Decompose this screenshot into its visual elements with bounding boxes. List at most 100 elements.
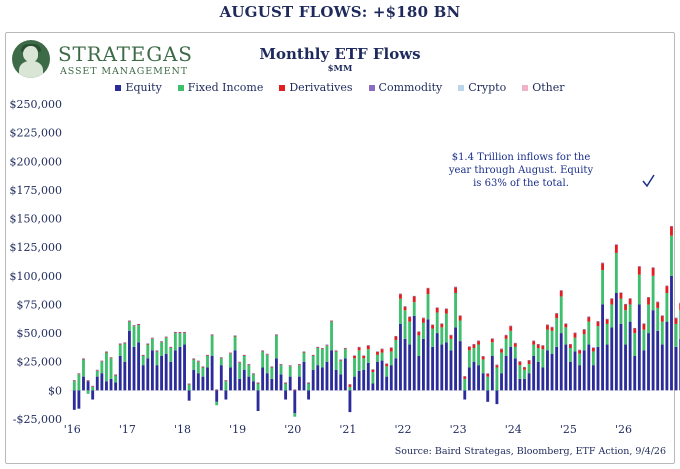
bar-segment [633,328,637,334]
bar-segment [408,317,412,322]
bar-segment [293,390,297,414]
bar-segment [564,323,568,324]
bar-segment [550,326,554,328]
bar-segment [311,356,315,370]
annotation-line: year through August. Equity [448,165,594,176]
bar-segment [513,343,517,347]
bar-segment [362,358,366,370]
bar-segment [523,366,526,368]
bar-segment [624,304,627,311]
bar-segment [72,380,76,382]
bar-segment [169,346,173,348]
bar-segment [582,350,586,391]
bar-segment [82,376,85,391]
bar-segment [265,373,269,391]
bar-segment [150,338,154,339]
bar-segment [449,338,453,351]
bar-segment [132,325,136,327]
bar-segment [137,324,141,326]
y-tick-label: $225,000 [10,127,63,140]
bar-segment [82,358,85,360]
bar-segment [233,350,237,391]
bar-segment [637,266,641,275]
bar-segment [389,347,393,348]
bar-segment [605,319,609,324]
bar-segment [463,376,467,379]
bar-segment [86,381,90,391]
legend-item: Derivatives [279,81,353,94]
bar-segment [614,244,618,245]
bar-segment [150,350,154,391]
bar-segment [86,380,90,382]
bar-segment [265,354,269,355]
bar-segment [546,325,549,330]
bar-segment [343,349,347,359]
bar-segment [224,381,228,391]
bar-segment [399,293,402,295]
bar-segment [380,352,384,361]
x-tick-label: '22 [395,423,412,436]
bar-segment [490,356,494,391]
bar-segment [109,358,113,379]
bar-segment [95,369,99,371]
bar-segment [546,329,549,351]
bar-segment [582,334,586,351]
bar-segment [642,323,646,324]
bar-segment [114,382,118,391]
bar-segment [206,367,209,391]
bar-segment [95,370,99,377]
bar-segment [316,347,320,366]
bar-segment [91,390,95,400]
bar-segment [201,367,205,377]
bar-segment [559,290,563,297]
x-tick-label: '25 [560,423,577,436]
bar-segment [297,364,301,366]
bar-segment [320,347,324,349]
legend-swatch [522,84,529,91]
bar-segment [215,389,219,391]
bar-segment [265,354,269,374]
bar-segment [100,373,104,391]
bar-segment [366,349,370,363]
bar-segment [91,386,95,391]
bar-segment [454,293,458,328]
legend-item: Fixed Income [177,81,263,94]
bar-segment [513,346,517,359]
bar-segment [91,386,95,387]
bar-segment [601,262,605,264]
legend-item: Crypto [458,81,506,94]
bar-segment [95,376,99,391]
bar-segment [656,301,660,303]
bar-segment [105,381,108,391]
bar-segment [435,307,439,313]
bar-segment [550,330,554,354]
bar-segment [601,270,605,305]
bar-segment [665,286,669,293]
bar-segment [256,382,260,383]
bar-segment [389,365,393,391]
bar-segment [431,346,435,391]
bar-segment [123,342,127,343]
bar-segment [339,360,343,375]
bar-segment [568,343,572,345]
bar-segment [123,361,127,391]
bar-segment [605,318,609,320]
bar-segment [458,315,462,316]
bar-segment [288,365,292,366]
bar-segment [591,347,595,352]
bar-segment [578,350,582,354]
bar-segment [656,302,660,308]
bar-segment [527,360,531,365]
bar-segment [274,334,278,336]
legend-label: Equity [125,81,162,94]
bar-segment [619,293,623,299]
bar-segment [486,373,490,377]
bar-segment [536,361,540,391]
bar-segment [385,363,389,365]
bar-segment [146,358,150,391]
legend: Equity Fixed Income Derivatives Commodity Cr… [0,81,680,94]
bar-segment [541,349,545,368]
bar-segment [325,344,329,346]
bar-segment [435,333,439,391]
bar-segment [518,365,522,379]
